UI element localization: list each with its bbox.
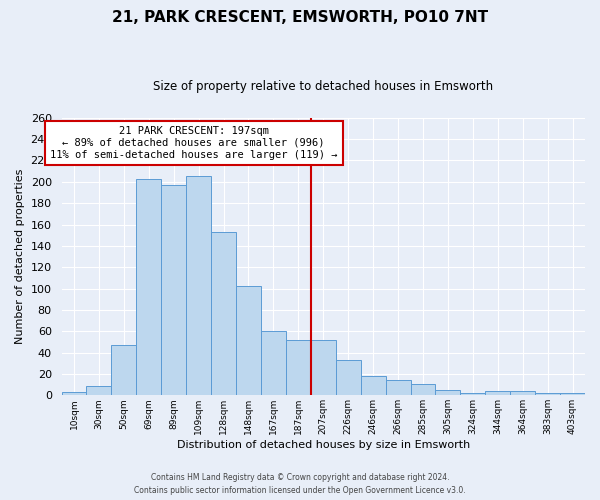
Bar — [386, 380, 410, 396]
Bar — [136, 178, 161, 396]
Title: Size of property relative to detached houses in Emsworth: Size of property relative to detached ho… — [153, 80, 493, 93]
Text: Contains HM Land Registry data © Crown copyright and database right 2024.
Contai: Contains HM Land Registry data © Crown c… — [134, 474, 466, 495]
Bar — [460, 393, 485, 396]
Bar — [161, 185, 186, 396]
Bar — [336, 360, 361, 396]
Bar — [86, 386, 112, 396]
Bar — [186, 176, 211, 396]
Bar — [62, 392, 86, 396]
X-axis label: Distribution of detached houses by size in Emsworth: Distribution of detached houses by size … — [176, 440, 470, 450]
Bar — [560, 393, 585, 396]
Bar — [311, 340, 336, 396]
Bar — [436, 390, 460, 396]
Bar — [236, 286, 261, 396]
Text: 21 PARK CRESCENT: 197sqm
← 89% of detached houses are smaller (996)
11% of semi-: 21 PARK CRESCENT: 197sqm ← 89% of detach… — [50, 126, 337, 160]
Bar — [112, 345, 136, 396]
Bar — [286, 340, 311, 396]
Y-axis label: Number of detached properties: Number of detached properties — [15, 169, 25, 344]
Bar — [261, 331, 286, 396]
Bar — [211, 232, 236, 396]
Bar — [535, 393, 560, 396]
Bar — [510, 391, 535, 396]
Bar — [485, 391, 510, 396]
Bar — [361, 376, 386, 396]
Text: 21, PARK CRESCENT, EMSWORTH, PO10 7NT: 21, PARK CRESCENT, EMSWORTH, PO10 7NT — [112, 10, 488, 25]
Bar — [410, 384, 436, 396]
